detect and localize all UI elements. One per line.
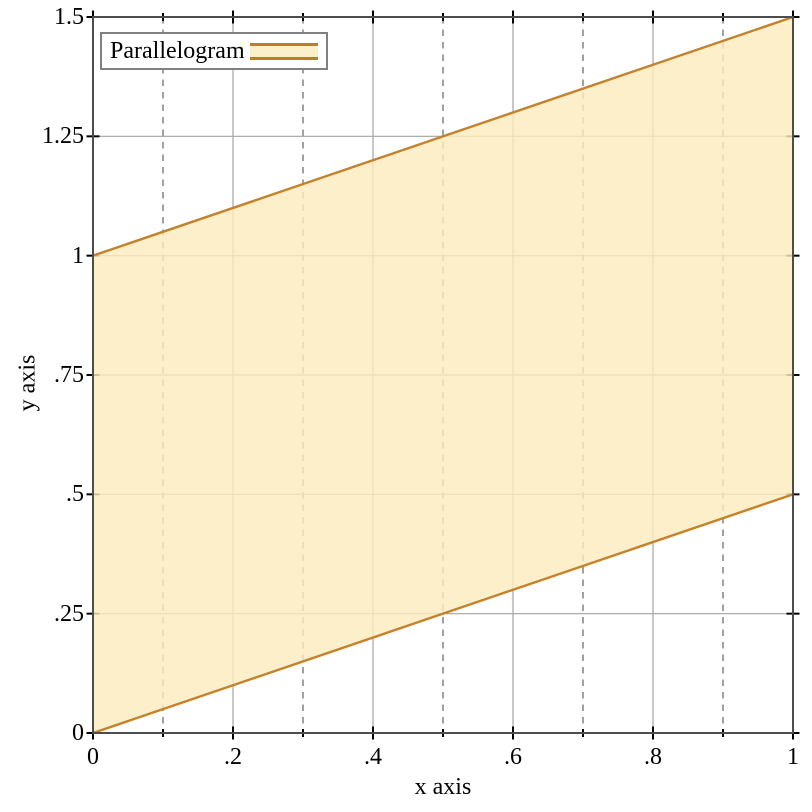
y-tick-label: 1.25 — [42, 123, 84, 150]
y-axis-title: y axis — [14, 354, 41, 412]
y-tick-label: 1.5 — [54, 4, 84, 30]
plot-border — [92, 16, 794, 734]
x-tick-label: .6 — [504, 744, 522, 770]
legend-swatch-parallelogram — [250, 42, 318, 60]
x-tick-label: .2 — [224, 744, 242, 770]
x-tick-label: .8 — [644, 744, 662, 770]
parallelogram-fill — [93, 17, 793, 733]
x-axis-title: x axis — [414, 774, 472, 800]
y-tick-label: .25 — [54, 600, 84, 627]
x-tick-label: .4 — [364, 744, 382, 770]
y-tick-label: .75 — [54, 362, 84, 388]
y-tick-label: 1 — [72, 242, 84, 269]
x-tick-label: 1 — [787, 744, 799, 770]
lower-boundary-line — [92, 493, 794, 735]
y-tick-label: .5 — [66, 481, 84, 508]
legend: Parallelogram — [100, 32, 328, 70]
legend-entry-label: Parallelogram — [110, 37, 245, 64]
upper-boundary-line — [92, 15, 794, 257]
y-tick-label: 0 — [72, 720, 84, 746]
x-tick-label: 0 — [87, 744, 99, 770]
